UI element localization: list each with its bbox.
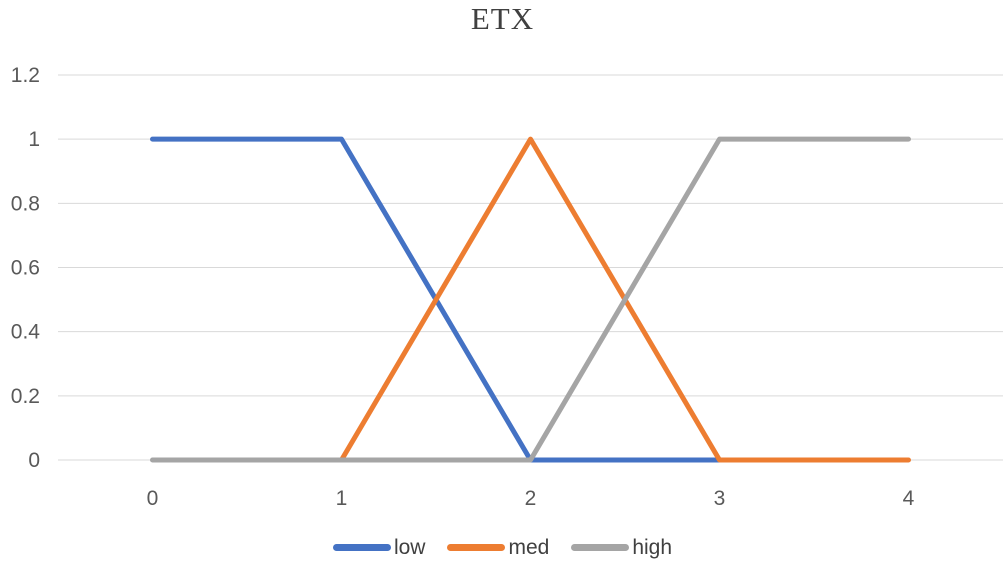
legend-line-swatch-med [447, 544, 506, 551]
y-axis-tick-label: 0.2 [11, 385, 40, 408]
x-axis-tick-label: 2 [525, 487, 537, 510]
y-axis-tick-label: 0 [28, 449, 40, 472]
series-line-high [150, 136, 911, 463]
legend-item-med: med [447, 537, 549, 558]
legend-line-swatch-high [571, 544, 630, 551]
x-axis-tick-label: 0 [147, 487, 159, 510]
y-axis-tick-label: 0.8 [11, 192, 40, 215]
legend-item-high: high [571, 537, 672, 558]
legend-item-low: low [332, 536, 426, 559]
x-axis-tick-label: 4 [903, 487, 915, 510]
legend-line-swatch-low [332, 544, 391, 551]
x-axis-tick-label: 3 [714, 487, 726, 510]
legend-label-low: low [393, 536, 426, 559]
y-axis-tick-label: 1.2 [11, 64, 40, 87]
legend: low med high [0, 537, 1005, 558]
legend-label-med: med [508, 536, 550, 559]
chart-title: ETX [470, 1, 535, 36]
y-axis-tick-label: 1 [28, 128, 40, 151]
x-axis-tick-label: 1 [336, 487, 348, 510]
legend-label-high: high [632, 536, 673, 559]
y-axis-tick-label: 0.6 [11, 257, 40, 280]
y-axis-tick-label: 0.4 [11, 321, 41, 344]
